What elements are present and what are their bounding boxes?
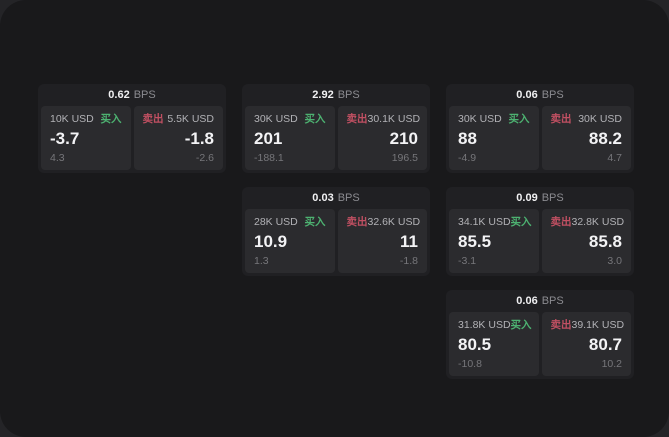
buy-price: 80.5 [458,334,492,354]
bps-unit-label: BPS [337,192,360,204]
quote-card: 2.92 BPS 30K USD 买入 201 -188.1 卖出 [242,84,430,173]
sell-change: 10.2 [601,358,622,370]
bps-value: 0.06 [516,295,538,307]
sell-panel[interactable]: 卖出 39.1K USD 80.7 10.2 [541,312,631,376]
bps-unit-label: BPS [541,295,564,307]
sell-side-label: 卖出 [346,113,368,125]
sell-price: 88.2 [588,128,622,148]
buy-change: -3.1 [458,255,477,267]
card-column-2: 2.92 BPS 30K USD 买入 201 -188.1 卖出 [242,84,430,276]
card-header: 0.09 BPS [449,187,631,209]
buy-change: -4.9 [458,152,477,164]
bid-ask-panels: 30K USD 买入 88 -4.9 卖出 30K USD 88.2 4.7 [449,106,631,170]
card-header: 0.06 BPS [449,84,631,106]
buy-price: 10.9 [254,231,288,251]
quote-card: 0.62 BPS 10K USD 买入 -3.7 4.3 卖出 [38,84,226,173]
bps-unit-label: BPS [337,89,360,101]
buy-amount: 30K USD [458,113,502,125]
sell-change: 3.0 [607,255,622,267]
buy-side-label: 买入 [510,216,532,228]
card-column-1: 0.62 BPS 10K USD 买入 -3.7 4.3 卖出 [38,84,226,173]
bid-ask-panels: 28K USD 买入 10.9 1.3 卖出 32.6K USD 11 -1.8 [245,209,427,273]
buy-amount: 31.8K USD [458,319,511,331]
bid-ask-panels: 31.8K USD 买入 80.5 -10.8 卖出 39.1K USD 80.… [449,312,631,376]
buy-side-label: 买入 [304,113,326,125]
quote-card: 0.06 BPS 31.8K USD 买入 80.5 -10.8 卖出 [446,290,634,379]
sell-side-label: 卖出 [346,216,368,228]
buy-amount: 34.1K USD [458,216,511,228]
sell-price: 11 [400,231,418,251]
sell-change: -2.6 [195,152,214,164]
sell-panel[interactable]: 卖出 30.1K USD 210 196.5 [337,106,427,170]
bid-ask-panels: 34.1K USD 买入 85.5 -3.1 卖出 32.8K USD 85.8… [449,209,631,273]
quote-card: 0.06 BPS 30K USD 买入 88 -4.9 卖出 [446,84,634,173]
buy-price: 85.5 [458,231,492,251]
card-column-3: 0.06 BPS 30K USD 买入 88 -4.9 卖出 [446,84,634,379]
sell-price: -1.8 [184,128,214,148]
sell-side-label: 卖出 [550,113,572,125]
buy-price: 201 [254,128,283,148]
buy-panel[interactable]: 10K USD 买入 -3.7 4.3 [41,106,131,170]
sell-amount: 5.5K USD [167,113,214,125]
bps-value: 0.06 [516,89,538,101]
card-header: 0.03 BPS [245,187,427,209]
sell-panel[interactable]: 卖出 32.8K USD 85.8 3.0 [541,209,631,273]
buy-side-label: 买入 [510,319,532,331]
card-header: 2.92 BPS [245,84,427,106]
buy-amount: 10K USD [50,113,94,125]
buy-panel[interactable]: 34.1K USD 买入 85.5 -3.1 [449,209,539,273]
buy-change: -10.8 [458,358,482,370]
buy-side-label: 买入 [508,113,530,125]
buy-change: 1.3 [254,255,269,267]
sell-change: 196.5 [391,152,418,164]
buy-panel[interactable]: 31.8K USD 买入 80.5 -10.8 [449,312,539,376]
bps-value: 0.62 [108,89,130,101]
sell-side-label: 卖出 [550,216,572,228]
sell-amount: 32.6K USD [367,216,421,228]
bps-value: 0.03 [312,192,334,204]
sell-panel[interactable]: 卖出 30K USD 88.2 4.7 [541,106,631,170]
sell-price: 80.7 [588,334,622,354]
buy-price: -3.7 [50,128,80,148]
sell-side-label: 卖出 [142,113,164,125]
sell-amount: 30.1K USD [367,113,421,125]
buy-amount: 28K USD [254,216,298,228]
buy-change: -188.1 [254,152,284,164]
sell-change: -1.8 [399,255,418,267]
sell-panel[interactable]: 卖出 32.6K USD 11 -1.8 [337,209,427,273]
buy-panel[interactable]: 30K USD 买入 201 -188.1 [245,106,335,170]
card-header: 0.06 BPS [449,290,631,312]
sell-amount: 30K USD [578,113,622,125]
sell-side-label: 卖出 [550,319,572,331]
buy-side-label: 买入 [304,216,326,228]
buy-panel[interactable]: 28K USD 买入 10.9 1.3 [245,209,335,273]
buy-side-label: 买入 [100,113,122,125]
card-header: 0.62 BPS [41,84,223,106]
quote-card: 0.03 BPS 28K USD 买入 10.9 1.3 卖出 [242,187,430,276]
quote-cards-area: 0.62 BPS 10K USD 买入 -3.7 4.3 卖出 [38,84,634,379]
buy-change: 4.3 [50,152,65,164]
quote-card: 0.09 BPS 34.1K USD 买入 85.5 -3.1 卖出 [446,187,634,276]
bps-unit-label: BPS [541,192,564,204]
bid-ask-panels: 30K USD 买入 201 -188.1 卖出 30.1K USD 210 1… [245,106,427,170]
sell-amount: 39.1K USD [571,319,625,331]
sell-price: 210 [389,128,418,148]
sell-price: 85.8 [588,231,622,251]
bps-value: 0.09 [516,192,538,204]
buy-panel[interactable]: 30K USD 买入 88 -4.9 [449,106,539,170]
bps-unit-label: BPS [541,89,564,101]
bps-value: 2.92 [312,89,334,101]
sell-panel[interactable]: 卖出 5.5K USD -1.8 -2.6 [133,106,223,170]
buy-amount: 30K USD [254,113,298,125]
buy-price: 88 [458,128,477,148]
sell-change: 4.7 [607,152,622,164]
bid-ask-panels: 10K USD 买入 -3.7 4.3 卖出 5.5K USD -1.8 -2.… [41,106,223,170]
sell-amount: 32.8K USD [571,216,625,228]
bps-unit-label: BPS [133,89,156,101]
